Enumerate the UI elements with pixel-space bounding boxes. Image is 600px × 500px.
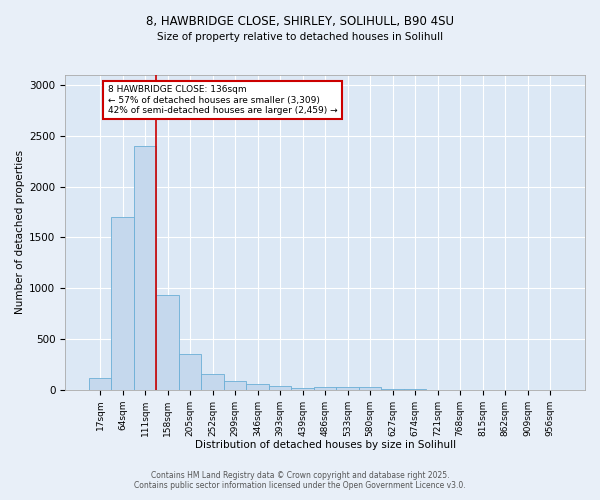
Y-axis label: Number of detached properties: Number of detached properties bbox=[15, 150, 25, 314]
Bar bbox=[134, 146, 156, 390]
Text: 8, HAWBRIDGE CLOSE, SHIRLEY, SOLIHULL, B90 4SU: 8, HAWBRIDGE CLOSE, SHIRLEY, SOLIHULL, B… bbox=[146, 15, 454, 28]
Bar bbox=[292, 388, 314, 390]
Bar bbox=[359, 386, 382, 390]
Text: Contains HM Land Registry data © Crown copyright and database right 2025.
Contai: Contains HM Land Registry data © Crown c… bbox=[134, 470, 466, 490]
Bar bbox=[382, 389, 404, 390]
Bar bbox=[337, 387, 359, 390]
Bar bbox=[111, 217, 134, 390]
Bar bbox=[269, 386, 292, 390]
Text: 8 HAWBRIDGE CLOSE: 136sqm
← 57% of detached houses are smaller (3,309)
42% of se: 8 HAWBRIDGE CLOSE: 136sqm ← 57% of detac… bbox=[108, 85, 338, 115]
X-axis label: Distribution of detached houses by size in Solihull: Distribution of detached houses by size … bbox=[194, 440, 455, 450]
Bar bbox=[314, 386, 337, 390]
Bar bbox=[201, 374, 224, 390]
Bar bbox=[89, 378, 111, 390]
Bar bbox=[224, 381, 247, 390]
Bar bbox=[156, 296, 179, 390]
Text: Size of property relative to detached houses in Solihull: Size of property relative to detached ho… bbox=[157, 32, 443, 42]
Bar bbox=[179, 354, 201, 390]
Bar bbox=[247, 384, 269, 390]
